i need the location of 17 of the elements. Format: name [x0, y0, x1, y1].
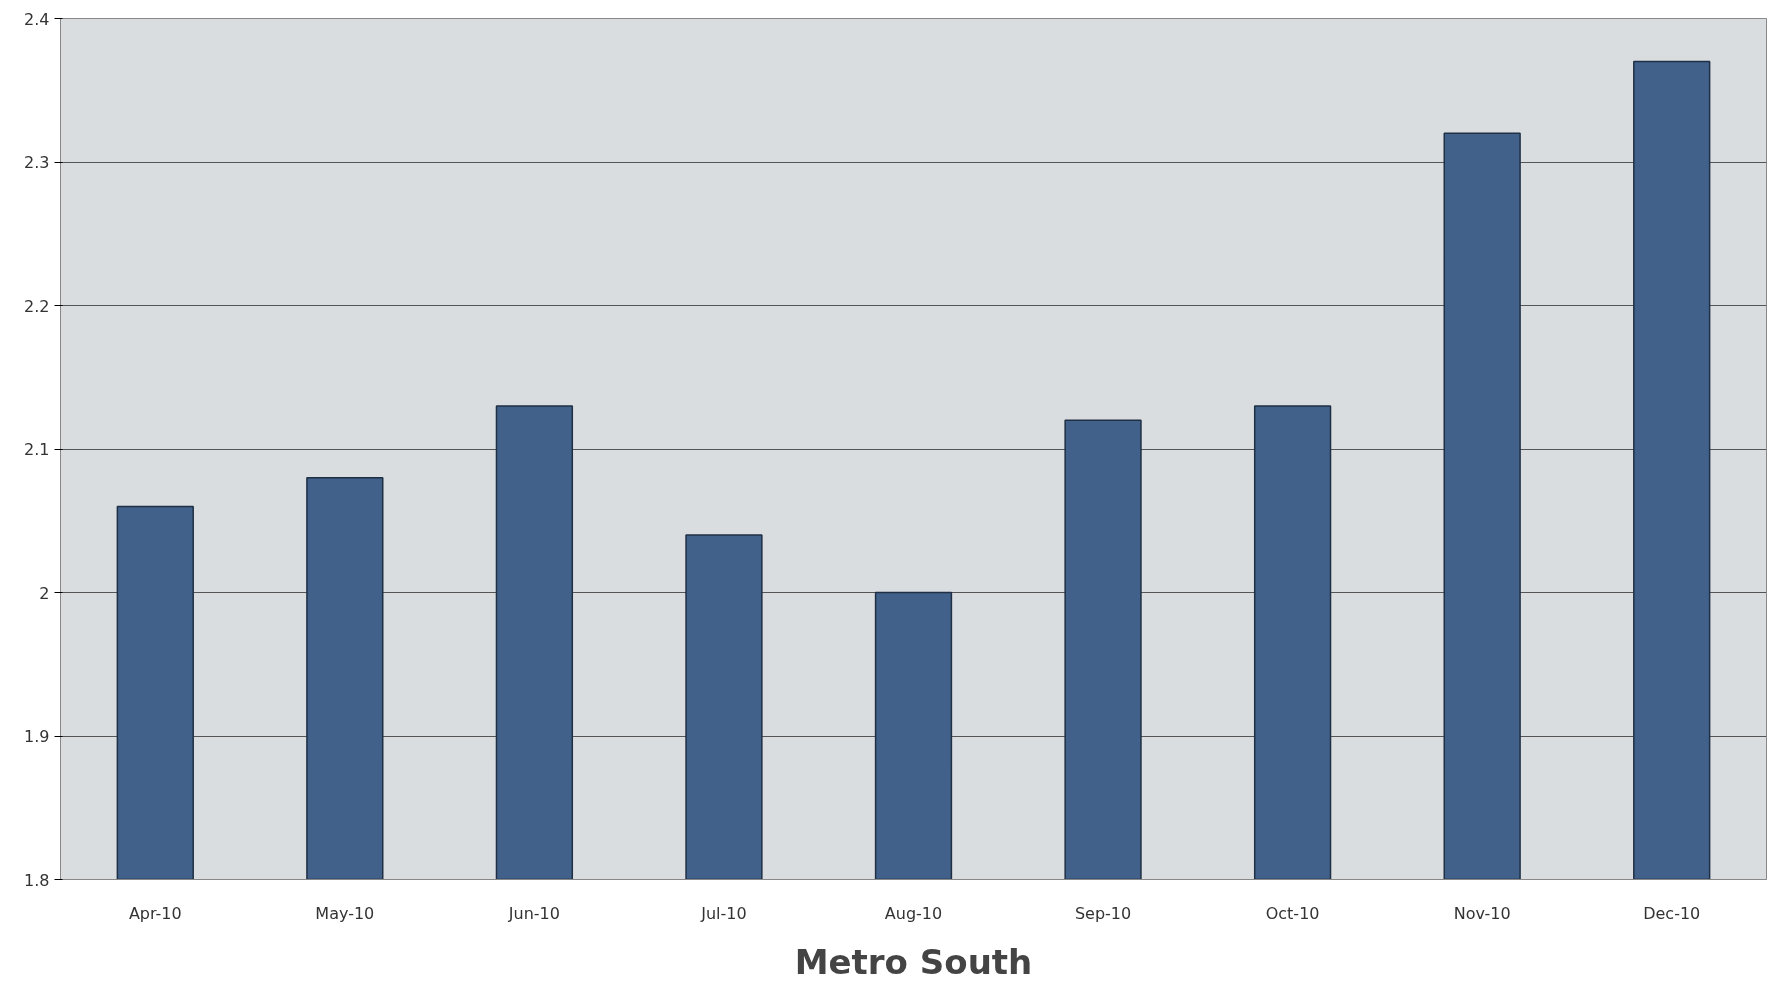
y-tick-label: 2.1 [24, 440, 50, 459]
y-tick-label: 1.8 [24, 870, 50, 890]
y-tick-label: 2.2 [24, 296, 50, 316]
x-tick-label: Sep-10 [1074, 903, 1132, 923]
x-tick-label: Apr-10 [128, 903, 182, 923]
y-tick-label: 2.3 [24, 153, 50, 172]
x-tick-label: Jul-10 [700, 903, 747, 923]
x-tick-label: Jun-10 [507, 903, 560, 923]
x-axis-title: Metro South [794, 941, 1033, 982]
x-tick-label: Dec-10 [1643, 903, 1701, 923]
x-tick-label: Nov-10 [1453, 903, 1511, 923]
x-tick-label: Oct-10 [1265, 903, 1320, 923]
x-tick-label: May-10 [315, 903, 375, 923]
y-tick-label: 2.4 [24, 9, 50, 29]
x-tick-label: Aug-10 [884, 903, 943, 923]
y-tick-label: 1.9 [24, 727, 50, 746]
y-tick-label: 2 [39, 583, 50, 603]
